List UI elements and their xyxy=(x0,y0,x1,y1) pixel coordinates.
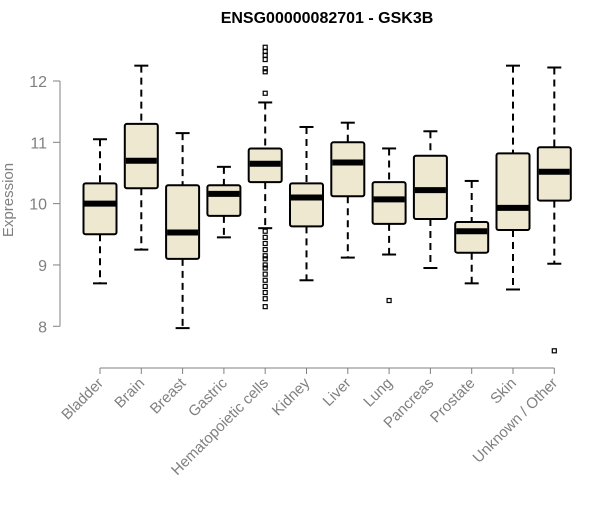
outlier-point xyxy=(262,262,268,268)
box-liver xyxy=(330,121,366,259)
x-tick-label: Prostate xyxy=(427,375,479,427)
outlier-point xyxy=(262,240,268,247)
box-iqr xyxy=(165,184,201,260)
box-iqr xyxy=(123,122,159,190)
box-iqr xyxy=(454,221,490,254)
outlier-point xyxy=(262,90,268,96)
outlier-point xyxy=(262,228,268,234)
y-tick-label: 11 xyxy=(30,135,47,152)
chart-title: ENSG00000082701 - GSK3B xyxy=(221,10,434,27)
box-iqr xyxy=(289,182,324,228)
outlier-point xyxy=(262,69,268,75)
boxes-group xyxy=(82,44,572,354)
outlier-point xyxy=(262,256,268,262)
outlier-point xyxy=(262,66,268,72)
box-prostate xyxy=(454,179,490,285)
outlier-point xyxy=(262,271,268,277)
y-tick-label: 12 xyxy=(29,74,47,91)
box-unknown-other xyxy=(536,66,572,354)
outlier-point xyxy=(262,304,268,310)
x-tick-label: Bladder xyxy=(58,375,107,424)
y-axis-label: Expression xyxy=(0,163,17,237)
outlier-point xyxy=(262,277,268,283)
box-iqr xyxy=(330,141,366,198)
outlier-point xyxy=(262,253,268,259)
outlier-point xyxy=(262,234,268,240)
box-breast xyxy=(165,132,201,330)
outlier-point xyxy=(262,289,268,296)
y-tick-label: 9 xyxy=(38,258,47,275)
x-tick-label: Liver xyxy=(320,375,355,410)
x-tick-label: Brain xyxy=(111,375,148,412)
outlier-point xyxy=(262,265,268,271)
box-iqr xyxy=(206,184,242,217)
box-skin xyxy=(495,64,531,291)
x-tick-label: Skin xyxy=(487,375,520,408)
outlier-point xyxy=(262,44,268,50)
box-iqr xyxy=(82,182,118,236)
outlier-point xyxy=(386,297,392,304)
y-axis: 8 9 10 11 12 xyxy=(29,74,61,336)
y-tick-label: 8 xyxy=(38,319,47,336)
outlier-point xyxy=(262,56,268,63)
box-brain xyxy=(123,64,159,251)
box-hematopoietic-cells xyxy=(247,44,283,310)
box-kidney xyxy=(289,125,324,282)
outlier-point xyxy=(262,283,268,290)
x-tick-label: Breast xyxy=(147,374,190,417)
box-pancreas xyxy=(412,130,448,270)
outlier-point xyxy=(262,296,268,302)
box-iqr xyxy=(495,152,531,231)
box-gastric xyxy=(206,165,242,239)
y-tick-label: 10 xyxy=(29,197,47,214)
outlier-point xyxy=(262,52,268,58)
box-bladder xyxy=(82,138,118,285)
x-tick-label: Lung xyxy=(360,375,396,411)
box-iqr xyxy=(371,181,407,225)
outlier-point xyxy=(262,247,268,253)
box-lung xyxy=(371,147,407,304)
x-tick-label: Kidney xyxy=(269,374,314,419)
outlier-point xyxy=(551,348,557,354)
